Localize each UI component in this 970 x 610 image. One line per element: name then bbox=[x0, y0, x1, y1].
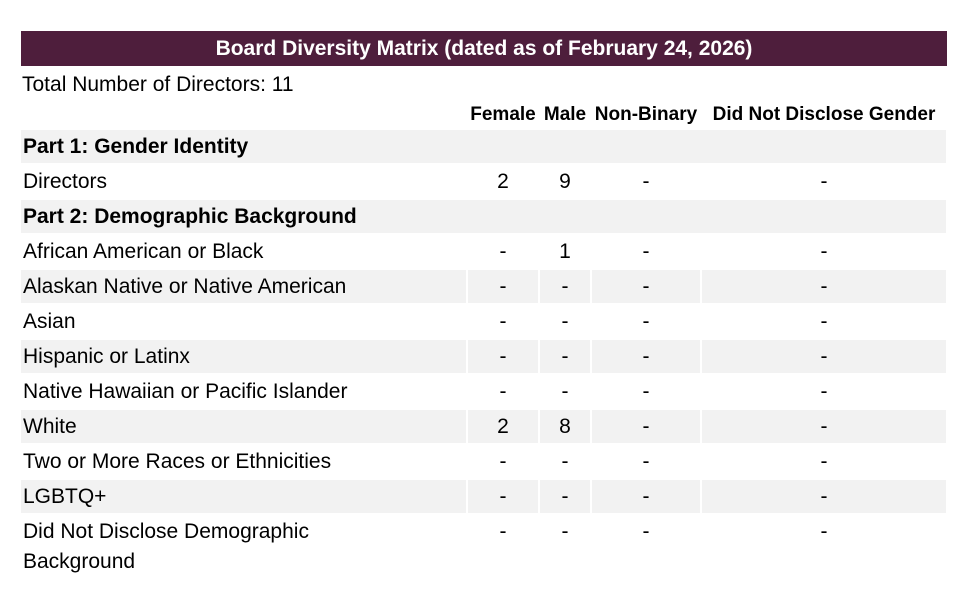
value-cell: - bbox=[702, 340, 946, 373]
value-cell: - bbox=[592, 340, 700, 373]
value-cell: - bbox=[642, 310, 650, 333]
table-row: Directors 2 9 - - bbox=[21, 165, 946, 198]
value-cell: - bbox=[592, 410, 700, 443]
value-cell: - bbox=[561, 310, 569, 333]
row-label-cell: White bbox=[21, 410, 466, 443]
table-row: African American or Black - 1 - - bbox=[21, 235, 946, 268]
row-label-cell: LGBTQ+ bbox=[21, 480, 466, 513]
value-cell: - bbox=[592, 270, 700, 303]
row-label-cell: Directors bbox=[21, 165, 466, 198]
row-label-cell: Alaskan Native or Native American bbox=[21, 270, 466, 303]
row-label: Directors bbox=[23, 170, 108, 193]
value-cell: - bbox=[702, 480, 946, 513]
row-label-cell: Did Not Disclose Demographic Background bbox=[21, 515, 466, 578]
value-cell: - bbox=[499, 240, 507, 263]
row-label-cell: Hispanic or Latinx bbox=[21, 340, 466, 373]
diversity-matrix-table: Female Male Non-Binary Did Not Disclose Gen… bbox=[19, 100, 948, 580]
value-cell: - bbox=[561, 520, 569, 543]
table-row: Hispanic or Latinx - - - - bbox=[21, 340, 946, 373]
value-cell: - bbox=[820, 450, 828, 473]
matrix-title: Board Diversity Matrix (dated as of Febr… bbox=[215, 37, 753, 60]
table-row: Native Hawaiian or Pacific Islander - - - - bbox=[21, 375, 946, 408]
column-header-row: Female Male Non-Binary Did Not Disclose Gen… bbox=[21, 102, 946, 128]
value-cell: 2 bbox=[468, 410, 538, 443]
value-cell: - bbox=[592, 480, 700, 513]
total-directors-line: Total Number of Directors: 11 bbox=[22, 73, 294, 96]
row-label: Did Not Disclose Demographic Background bbox=[23, 520, 309, 573]
row-label: Part 2: Demographic Background bbox=[23, 205, 357, 228]
value-cell: - bbox=[642, 450, 650, 473]
value-cell: - bbox=[540, 480, 590, 513]
column-header-non-binary: Non-Binary bbox=[594, 104, 698, 125]
row-label: Hispanic or Latinx bbox=[23, 345, 190, 368]
row-label-cell: Part 1: Gender Identity bbox=[21, 130, 946, 163]
value-cell: 8 bbox=[540, 410, 590, 443]
matrix-title-bar: Board Diversity Matrix (dated as of Febr… bbox=[21, 31, 947, 66]
column-header-spacer bbox=[21, 102, 466, 128]
value-cell: - bbox=[499, 450, 507, 473]
value-cell: - bbox=[820, 240, 828, 263]
row-label: Alaskan Native or Native American bbox=[23, 275, 347, 298]
value-cell: - bbox=[642, 240, 650, 263]
table-row: Asian - - - - bbox=[21, 305, 946, 338]
row-label: Native Hawaiian or Pacific Islander bbox=[23, 380, 348, 403]
value-cell: - bbox=[642, 520, 650, 543]
value-cell: - bbox=[561, 450, 569, 473]
value-cell: - bbox=[468, 480, 538, 513]
row-label: Asian bbox=[23, 310, 76, 333]
row-label-cell: Two or More Races or Ethnicities bbox=[21, 445, 466, 478]
value-cell: 9 bbox=[559, 170, 571, 193]
value-cell: - bbox=[820, 520, 828, 543]
row-label: LGBTQ+ bbox=[23, 485, 107, 508]
row-label: White bbox=[23, 415, 77, 438]
board-diversity-matrix-page: Board Diversity Matrix (dated as of Febr… bbox=[19, 31, 948, 580]
value-cell: - bbox=[540, 270, 590, 303]
value-cell: - bbox=[468, 270, 538, 303]
row-label-cell: Part 2: Demographic Background bbox=[21, 200, 946, 233]
row-label: Two or More Races or Ethnicities bbox=[23, 450, 332, 473]
value-cell: - bbox=[702, 270, 946, 303]
value-cell: - bbox=[820, 170, 828, 193]
row-label-cell: Asian bbox=[21, 305, 466, 338]
value-cell: - bbox=[702, 410, 946, 443]
value-cell: - bbox=[561, 380, 569, 403]
value-cell: - bbox=[499, 380, 507, 403]
row-label: African American or Black bbox=[23, 240, 264, 263]
table-row: Alaskan Native or Native American - - - - bbox=[21, 270, 946, 303]
column-header-female: Female bbox=[470, 104, 536, 125]
table-row: Did Not Disclose Demographic Background -… bbox=[21, 515, 946, 578]
value-cell: - bbox=[499, 310, 507, 333]
row-label-cell: Native Hawaiian or Pacific Islander bbox=[21, 375, 466, 408]
value-cell: - bbox=[540, 340, 590, 373]
table-row: White 2 8- - bbox=[21, 410, 946, 443]
table-row: Two or More Races or Ethnicities - - - - bbox=[21, 445, 946, 478]
table-row: LGBTQ+ - - - - bbox=[21, 480, 946, 513]
value-cell: 2 bbox=[497, 170, 509, 193]
value-cell: - bbox=[642, 170, 650, 193]
column-header-did-not-disclose-gender: Did Not Disclose Gender bbox=[712, 104, 936, 125]
section-header-row: Part 1: Gender Identity bbox=[21, 130, 946, 163]
column-header-male: Male bbox=[543, 104, 587, 125]
value-cell: - bbox=[820, 310, 828, 333]
value-cell: - bbox=[499, 520, 507, 543]
value-cell: - bbox=[468, 340, 538, 373]
value-cell: - bbox=[642, 380, 650, 403]
row-label-cell: African American or Black bbox=[21, 235, 466, 268]
section-header-row: Part 2: Demographic Background bbox=[21, 200, 946, 233]
value-cell: - bbox=[820, 380, 828, 403]
row-label: Part 1: Gender Identity bbox=[23, 135, 249, 158]
value-cell: 1 bbox=[559, 240, 571, 263]
